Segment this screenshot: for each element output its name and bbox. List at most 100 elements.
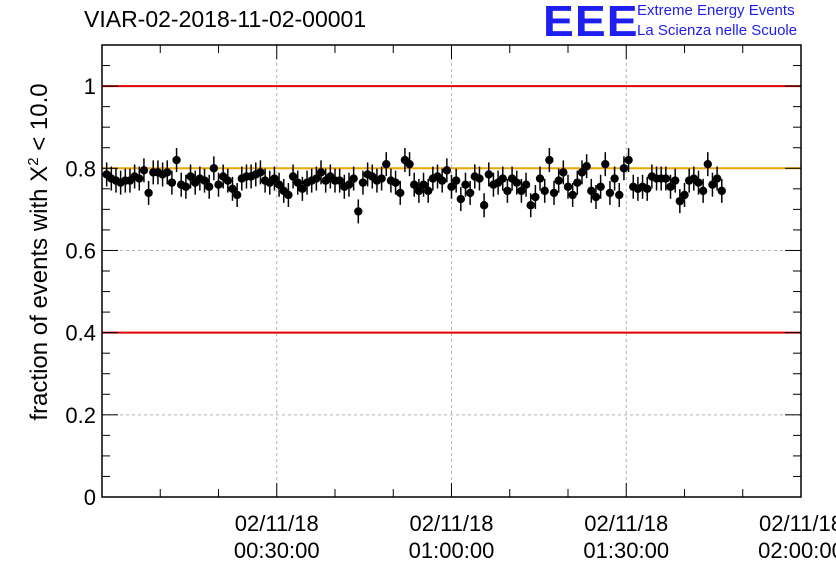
data-point xyxy=(414,186,424,196)
data-point xyxy=(172,155,181,165)
data-point xyxy=(274,180,284,189)
data-point xyxy=(354,207,363,216)
data-point xyxy=(447,182,456,191)
data-point xyxy=(163,168,172,177)
data-point xyxy=(419,180,428,189)
y-axis-label-suffix: < 10.0 xyxy=(26,83,53,158)
data-point xyxy=(382,159,391,169)
data-point xyxy=(624,155,633,165)
logo-line-2: La Scienza nelle Scuole xyxy=(637,22,798,39)
y-tick-label: 0.8 xyxy=(65,156,96,181)
data-point xyxy=(694,178,703,187)
data-point xyxy=(442,166,452,175)
data-point xyxy=(601,159,610,169)
data-point xyxy=(465,188,475,198)
data-point xyxy=(391,178,400,187)
x-tick-label-date: 02/11/18 xyxy=(409,511,493,536)
data-point xyxy=(293,178,302,187)
data-point xyxy=(479,201,489,210)
data-point xyxy=(461,180,470,189)
data-point xyxy=(703,159,712,169)
data-point xyxy=(484,170,493,179)
data-point xyxy=(451,176,461,185)
data-point xyxy=(298,184,307,194)
data-point xyxy=(396,188,405,198)
y-tick-label: 0 xyxy=(84,485,96,510)
x-tick-label-time: 00:30:00 xyxy=(234,538,320,563)
data-point xyxy=(135,174,144,183)
data-point xyxy=(288,172,298,181)
data-point xyxy=(437,176,447,185)
data-point xyxy=(587,186,596,196)
data-point xyxy=(209,164,219,173)
data-point xyxy=(661,174,671,183)
data-point xyxy=(410,180,419,189)
data-point xyxy=(335,176,344,185)
x-tick-label-time: 01:00:00 xyxy=(409,538,495,563)
data-point xyxy=(405,159,414,169)
data-point xyxy=(358,178,368,187)
data-point xyxy=(214,180,223,189)
data-point xyxy=(615,190,624,200)
data-point xyxy=(456,194,466,204)
data-point xyxy=(675,196,685,206)
data-point xyxy=(344,180,354,189)
data-point xyxy=(535,174,545,183)
data-point xyxy=(521,180,531,189)
data-point xyxy=(316,168,326,177)
data-point xyxy=(200,176,209,185)
data-point xyxy=(228,184,237,194)
data-point xyxy=(377,174,386,183)
data-point xyxy=(573,178,582,187)
data-point xyxy=(591,192,601,202)
data-point xyxy=(596,182,605,191)
chart-title: VIAR-02-2018-11-02-00001 xyxy=(84,6,367,32)
y-axis-label-prefix: fraction of events with X xyxy=(26,165,53,421)
data-point xyxy=(643,184,652,194)
x-tick-label-time: 02:00:00 xyxy=(758,538,836,563)
data-point xyxy=(312,174,321,183)
data-point xyxy=(568,190,577,200)
data-point xyxy=(144,188,153,198)
data-point xyxy=(545,155,554,165)
data-point xyxy=(424,186,433,196)
data-point xyxy=(475,174,484,183)
data-point xyxy=(517,186,526,196)
logo-line-1: Extreme Energy Events xyxy=(637,2,795,19)
data-point xyxy=(256,168,265,177)
data-point xyxy=(503,186,512,196)
data-point xyxy=(717,186,726,196)
data-point xyxy=(582,162,591,171)
data-point xyxy=(559,168,568,177)
data-point xyxy=(531,192,540,202)
data-point xyxy=(577,168,587,177)
y-axis-label-sup: 2 xyxy=(25,157,42,166)
data-series xyxy=(102,148,726,224)
data-point xyxy=(540,186,549,196)
data-point xyxy=(619,164,629,173)
x-tick-label-date: 02/11/18 xyxy=(759,511,836,536)
data-point xyxy=(139,166,149,175)
data-point xyxy=(498,174,507,183)
data-point xyxy=(223,176,233,185)
y-tick-label: 0.2 xyxy=(65,403,96,428)
x-tick-label-date: 02/11/18 xyxy=(584,511,668,536)
data-point xyxy=(204,182,214,191)
data-point xyxy=(167,178,177,187)
data-point xyxy=(186,172,195,181)
y-tick-label: 1 xyxy=(84,74,96,99)
eee-logo: EEE xyxy=(543,0,639,46)
data-point xyxy=(512,178,521,187)
data-point xyxy=(712,174,722,183)
data-point xyxy=(232,190,242,200)
data-point xyxy=(670,176,680,185)
data-point xyxy=(526,201,535,210)
data-point xyxy=(708,180,717,189)
data-point xyxy=(349,174,358,183)
data-point xyxy=(610,174,619,183)
data-point xyxy=(181,182,191,191)
data-point xyxy=(549,188,559,198)
data-point xyxy=(666,182,675,191)
x-tick-label-date: 02/11/18 xyxy=(235,511,319,536)
